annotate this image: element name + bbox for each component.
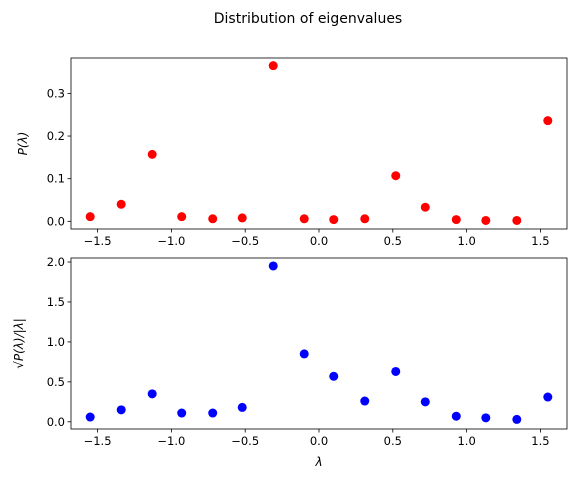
bottom-ytick-label: 0.5 bbox=[47, 375, 65, 389]
bottom-data-point bbox=[481, 413, 491, 423]
top-data-point bbox=[85, 212, 95, 222]
top-data-point bbox=[208, 214, 218, 224]
top-data-point bbox=[543, 116, 553, 126]
top-data-point bbox=[268, 61, 278, 71]
bottom-data-point bbox=[116, 405, 126, 415]
bottom-xtick-label: −1.0 bbox=[157, 434, 185, 448]
bottom-xtick-label: 0.5 bbox=[384, 434, 402, 448]
bottom-ylabel: √P(λ)/|λ| bbox=[12, 318, 26, 369]
bottom-data-point bbox=[543, 392, 553, 402]
bottom-ytick-label: 0.0 bbox=[47, 415, 65, 429]
top-data-point bbox=[481, 215, 491, 225]
top-xtick-label: −0.5 bbox=[231, 234, 259, 248]
top-ylabel: P(λ) bbox=[16, 132, 30, 156]
top-xtick-label: −1.5 bbox=[84, 234, 112, 248]
top-data-point bbox=[451, 215, 461, 225]
bottom-data-point bbox=[177, 408, 187, 418]
top-xtick-label: −1.0 bbox=[157, 234, 185, 248]
bottom-ytick-label: 2.0 bbox=[47, 255, 65, 269]
bottom-xlabel: λ bbox=[314, 455, 322, 469]
top-data-point bbox=[420, 202, 430, 212]
top-xtick-label: 1.0 bbox=[457, 234, 475, 248]
bottom-panel: −1.5 −1.0 −0.5 0.0 0.5 1.0 1.5 0.0 0.5 1.0 1.5 2.0 √… bbox=[12, 255, 568, 469]
bottom-data-point bbox=[299, 349, 309, 359]
bottom-data-point bbox=[329, 371, 339, 381]
bottom-data-point bbox=[451, 411, 461, 421]
bottom-data-point bbox=[208, 408, 218, 418]
top-ytick-label: 0.0 bbox=[47, 214, 65, 228]
top-data-point bbox=[237, 213, 247, 223]
top-data-point bbox=[116, 199, 126, 209]
bottom-xtick-label: 1.5 bbox=[531, 434, 549, 448]
bottom-data-point bbox=[420, 397, 430, 407]
top-data-point bbox=[177, 212, 187, 222]
bottom-data-point bbox=[237, 402, 247, 412]
bottom-data-point bbox=[85, 412, 95, 422]
top-data-point bbox=[391, 171, 401, 181]
bottom-data-point bbox=[268, 261, 278, 271]
bottom-xtick-label: −0.5 bbox=[231, 434, 259, 448]
top-xtick-label: 0.0 bbox=[310, 234, 328, 248]
top-data-point bbox=[329, 215, 339, 225]
top-data-point bbox=[147, 149, 157, 159]
top-axes-frame bbox=[70, 57, 568, 230]
top-ytick-label: 0.2 bbox=[47, 129, 65, 143]
bottom-data-point bbox=[512, 414, 522, 424]
top-xtick-label: 0.5 bbox=[384, 234, 402, 248]
bottom-xtick-label: −1.5 bbox=[84, 434, 112, 448]
bottom-axes-frame bbox=[70, 257, 568, 430]
bottom-ytick-label: 1.0 bbox=[47, 335, 65, 349]
top-xtick-label: 1.5 bbox=[531, 234, 549, 248]
bottom-xtick-label: 1.0 bbox=[457, 434, 475, 448]
top-ytick-label: 0.1 bbox=[47, 172, 65, 186]
top-ytick-label: 0.3 bbox=[47, 86, 65, 100]
bottom-data-point bbox=[360, 396, 370, 406]
top-data-point bbox=[360, 214, 370, 224]
figure-title: Distribution of eigenvalues bbox=[214, 11, 402, 27]
bottom-xtick-label: 0.0 bbox=[310, 434, 328, 448]
bottom-ytick-label: 1.5 bbox=[47, 295, 65, 309]
bottom-data-point bbox=[391, 366, 401, 376]
top-panel: −1.5 −1.0 −0.5 0.0 0.5 1.0 1.5 0.0 0.1 0.2 0.3 P(λ) bbox=[16, 57, 568, 248]
top-data-point bbox=[299, 214, 309, 224]
bottom-data-point bbox=[147, 389, 157, 399]
top-data-point bbox=[512, 215, 522, 225]
